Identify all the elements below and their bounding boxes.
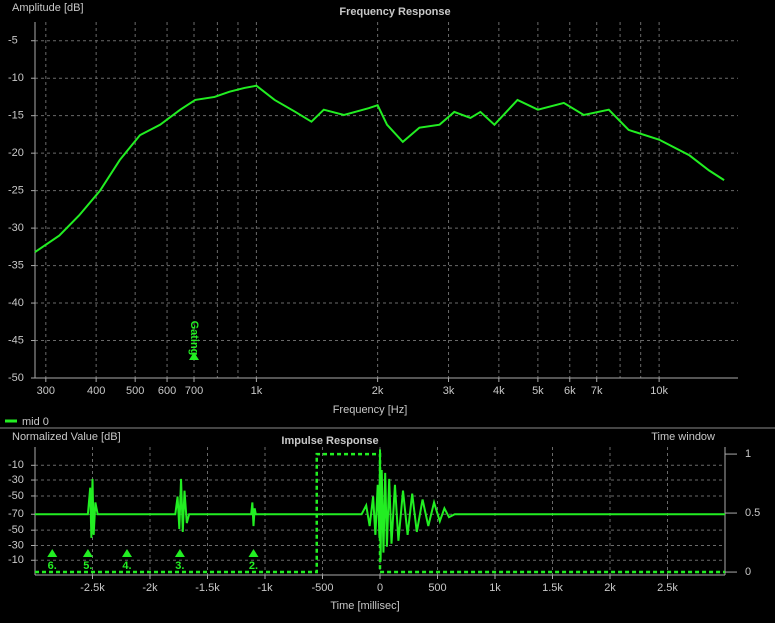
annotation: 6.	[48, 560, 57, 572]
y-tick-label: -10	[8, 554, 24, 566]
x-tick-label: 500	[428, 582, 446, 594]
x-tick-label: -1k	[257, 582, 273, 594]
x-tick-label: 1k	[251, 385, 263, 397]
series-line	[35, 449, 725, 562]
x-axis-label: Time [millisec]	[330, 600, 399, 612]
legend-label: Time window	[651, 431, 715, 443]
marker-triangle	[82, 549, 93, 557]
x-tick-label: 2.5k	[657, 582, 678, 594]
x-tick-label: 7k	[591, 385, 603, 397]
y-tick-label: -5	[8, 35, 18, 47]
y-tick-label: -50	[8, 490, 24, 502]
y-tick-label: -25	[8, 185, 24, 197]
x-tick-label: 2k	[372, 385, 384, 397]
y2-tick-label: 1	[745, 448, 751, 460]
annotation: 2.	[249, 560, 258, 572]
annotation: Gating	[188, 321, 200, 356]
x-axis-label: Frequency [Hz]	[333, 404, 408, 416]
y-tick-label: -35	[8, 259, 24, 271]
y2-tick-label: 0	[745, 566, 751, 578]
x-tick-label: -2.5k	[80, 582, 105, 594]
annotation: 5.	[83, 560, 92, 572]
annotation: 4.	[122, 560, 131, 572]
annotation: 3.	[175, 560, 184, 572]
series-line	[34, 84, 725, 253]
y-axis-label: Normalized Value [dB]	[12, 431, 121, 443]
x-tick-label: 3k	[443, 385, 455, 397]
y-tick-label: -20	[8, 147, 24, 159]
x-tick-label: 5k	[532, 385, 544, 397]
x-tick-label: 4k	[493, 385, 505, 397]
y-tick-label: -40	[8, 297, 24, 309]
marker-triangle	[174, 549, 185, 557]
y-tick-label: -10	[8, 459, 24, 471]
y-tick-label: -30	[8, 474, 24, 486]
series-line	[35, 452, 725, 574]
x-tick-label: 700	[185, 385, 203, 397]
y-tick-label: -50	[8, 524, 24, 536]
y-tick-label: -30	[8, 539, 24, 551]
x-tick-label: 1.5k	[542, 582, 563, 594]
marker-triangle	[248, 549, 259, 557]
x-tick-label: -1.5k	[195, 582, 220, 594]
x-tick-label: -2k	[142, 582, 158, 594]
legend-label: mid 0	[22, 416, 49, 428]
x-tick-label: 1k	[489, 582, 501, 594]
x-tick-label: -500	[311, 582, 333, 594]
y-tick-label: -70	[8, 508, 24, 520]
y-tick-label: -30	[8, 222, 24, 234]
x-tick-label: 2k	[604, 582, 616, 594]
marker-triangle	[122, 549, 132, 557]
y-axis-label: Amplitude [dB]	[12, 2, 84, 14]
marker-triangle	[189, 352, 200, 360]
x-tick-label: 0	[377, 582, 383, 594]
x-tick-label: 600	[158, 385, 176, 397]
chart-title: Frequency Response	[339, 6, 450, 18]
y-tick-label: -15	[8, 110, 24, 122]
y-tick-label: -50	[8, 372, 24, 384]
x-tick-label: 400	[87, 385, 105, 397]
y-tick-label: -45	[8, 334, 24, 346]
chart-title: Impulse Response	[281, 435, 378, 447]
x-tick-label: 10k	[650, 385, 668, 397]
x-tick-label: 300	[37, 385, 55, 397]
x-tick-label: 500	[126, 385, 144, 397]
y-tick-label: -10	[8, 72, 24, 84]
x-tick-label: 6k	[564, 385, 576, 397]
y2-tick-label: 0.5	[745, 507, 760, 519]
marker-triangle	[47, 549, 58, 557]
